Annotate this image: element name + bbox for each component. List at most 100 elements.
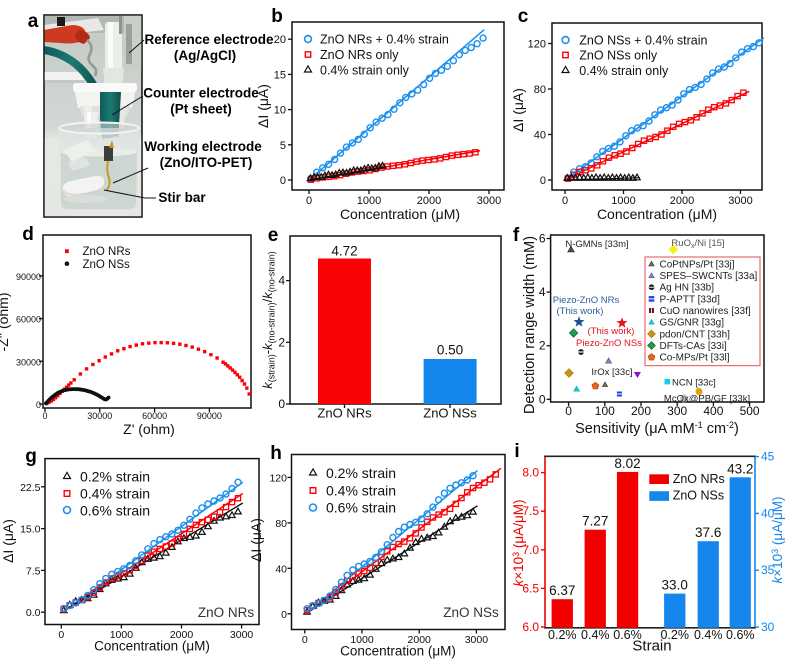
- svg-text:0: 0: [36, 400, 41, 410]
- svg-text:(ZnO/ITO-PET): (ZnO/ITO-PET): [160, 155, 253, 170]
- svg-text:90000: 90000: [197, 411, 222, 421]
- svg-text:0.6%: 0.6%: [613, 628, 642, 642]
- svg-text:Concentration (μM): Concentration (μM): [340, 644, 456, 659]
- svg-text:Working electrode: Working electrode: [144, 139, 262, 154]
- svg-text:c: c: [518, 6, 529, 27]
- svg-text:60000: 60000: [16, 315, 41, 325]
- svg-text:0.4% strain only: 0.4% strain only: [579, 64, 669, 78]
- svg-text:0: 0: [539, 392, 546, 406]
- svg-text:0.4% strain only: 0.4% strain only: [320, 64, 410, 78]
- svg-text:0.50: 0.50: [437, 343, 463, 358]
- svg-text:ZnO NSs: ZnO NSs: [443, 605, 499, 620]
- svg-text:3000: 3000: [728, 195, 752, 207]
- svg-text:4.72: 4.72: [331, 244, 357, 259]
- svg-text:Piezo-ZnO NRs: Piezo-ZnO NRs: [553, 295, 620, 306]
- svg-text:3000: 3000: [230, 629, 254, 641]
- svg-text:k(strain)-k(no-strain)/k(no-st: k(strain)-k(no-strain)/k(no-strain): [260, 251, 277, 389]
- svg-text:15: 15: [274, 69, 286, 81]
- svg-text:Counter electrode: Counter electrode: [143, 86, 259, 101]
- svg-text:0: 0: [58, 629, 64, 641]
- svg-text:1000: 1000: [611, 195, 635, 207]
- svg-text:6.5: 6.5: [522, 581, 539, 595]
- svg-text:GS/GNR [33g]: GS/GNR [33g]: [660, 318, 725, 329]
- svg-text:1000: 1000: [350, 634, 374, 646]
- svg-text:0.4% strain: 0.4% strain: [326, 483, 396, 499]
- svg-text:(Pt sheet): (Pt sheet): [170, 102, 232, 117]
- svg-text:0: 0: [306, 195, 312, 207]
- svg-text:pdon/CNT [33h]: pdon/CNT [33h]: [660, 329, 731, 340]
- svg-text:7.27: 7.27: [582, 514, 608, 529]
- svg-text:DFTs-CAs [33i]: DFTs-CAs [33i]: [660, 341, 727, 352]
- svg-text:ZnO NSs only: ZnO NSs only: [579, 49, 658, 63]
- svg-text:43.2: 43.2: [727, 461, 753, 476]
- svg-text:e: e: [268, 225, 279, 246]
- svg-text:120: 120: [269, 472, 287, 484]
- svg-text:40: 40: [761, 506, 775, 520]
- svg-text:Concentration (μM): Concentration (μM): [340, 206, 460, 222]
- svg-text:30000: 30000: [87, 411, 112, 421]
- svg-text:37.6: 37.6: [695, 525, 721, 540]
- svg-text:30000: 30000: [16, 357, 41, 367]
- svg-text:500: 500: [740, 404, 760, 418]
- svg-text:P-APTT [33d]: P-APTT [33d]: [660, 294, 721, 305]
- svg-text:33.0: 33.0: [662, 578, 688, 593]
- svg-text:Stir bar: Stir bar: [158, 190, 206, 205]
- svg-text:0: 0: [562, 195, 568, 207]
- svg-text:d: d: [22, 224, 34, 245]
- svg-text:1000: 1000: [357, 195, 381, 207]
- svg-text:10: 10: [274, 105, 286, 117]
- svg-text:40: 40: [275, 563, 287, 575]
- svg-text:0.4% strain: 0.4% strain: [80, 486, 150, 502]
- svg-text:IrOx [33c]: IrOx [33c]: [591, 367, 632, 378]
- svg-text:Piezo-ZnO NSs: Piezo-ZnO NSs: [576, 338, 642, 349]
- svg-text:8.0: 8.0: [522, 466, 539, 480]
- svg-text:0.2% strain: 0.2% strain: [80, 469, 150, 485]
- svg-text:6.37: 6.37: [549, 583, 575, 598]
- svg-text:ZnO NRs: ZnO NRs: [317, 406, 372, 421]
- svg-text:2: 2: [539, 339, 546, 353]
- svg-text:ZnO NRs: ZnO NRs: [673, 472, 725, 486]
- svg-text:400: 400: [703, 404, 723, 418]
- svg-text:ZnO NRs: ZnO NRs: [198, 605, 255, 620]
- svg-text:6.0: 6.0: [522, 620, 539, 634]
- svg-text:SPES–SWCNTs [33a]: SPES–SWCNTs [33a]: [660, 271, 758, 282]
- svg-text:-Z'' (ohm): -Z'' (ohm): [0, 292, 11, 351]
- svg-text:6: 6: [539, 232, 546, 246]
- svg-text:McOx@PB/GF [33k]: McOx@PB/GF [33k]: [664, 394, 750, 405]
- svg-text:0.6%: 0.6%: [726, 628, 755, 642]
- svg-text:ZnO NSs: ZnO NSs: [83, 259, 131, 271]
- svg-text:ΔI (μA): ΔI (μA): [255, 84, 271, 128]
- svg-text:Reference electrode: Reference electrode: [144, 32, 274, 47]
- svg-text:1000: 1000: [110, 629, 134, 641]
- svg-text:a: a: [28, 11, 39, 32]
- svg-text:0.2%: 0.2%: [548, 628, 577, 642]
- svg-text:Detection range width (mM): Detection range width (mM): [522, 236, 538, 414]
- svg-text:2000: 2000: [670, 195, 694, 207]
- svg-text:45: 45: [761, 450, 775, 464]
- svg-text:0: 0: [540, 175, 546, 187]
- svg-text:60000: 60000: [142, 411, 167, 421]
- svg-text:30: 30: [761, 620, 775, 634]
- svg-text:90000: 90000: [16, 272, 41, 282]
- svg-text:5: 5: [280, 140, 286, 152]
- svg-text:0: 0: [565, 404, 572, 418]
- svg-text:Ag HN [33b]: Ag HN [33b]: [660, 283, 715, 294]
- svg-text:N-GMNs [33m]: N-GMNs [33m]: [565, 239, 628, 250]
- svg-text:7.5: 7.5: [26, 565, 41, 577]
- svg-text:2000: 2000: [170, 629, 194, 641]
- svg-text:0: 0: [302, 634, 308, 646]
- svg-text:Sensitivity (μA mM-1 cm-2): Sensitivity (μA mM-1 cm-2): [575, 420, 739, 437]
- svg-text:0.6% strain: 0.6% strain: [326, 500, 396, 516]
- svg-text:ZnO NSs: ZnO NSs: [423, 406, 477, 421]
- svg-text:4: 4: [278, 274, 285, 288]
- svg-text:200: 200: [631, 404, 651, 418]
- svg-text:CuO nanowires [33f]: CuO nanowires [33f]: [660, 306, 751, 317]
- svg-text:15.0: 15.0: [20, 524, 41, 536]
- svg-text:ΔI (μA): ΔI (μA): [0, 519, 16, 563]
- svg-text:100: 100: [595, 404, 615, 418]
- svg-text:k×103 (μA/μM): k×103 (μA/μM): [511, 500, 526, 587]
- svg-text:b: b: [271, 6, 283, 27]
- svg-text:Z' (ohm): Z' (ohm): [123, 421, 175, 437]
- svg-text:ZnO NRs + 0.4% strain: ZnO NRs + 0.4% strain: [320, 33, 449, 47]
- svg-text:40: 40: [534, 130, 546, 142]
